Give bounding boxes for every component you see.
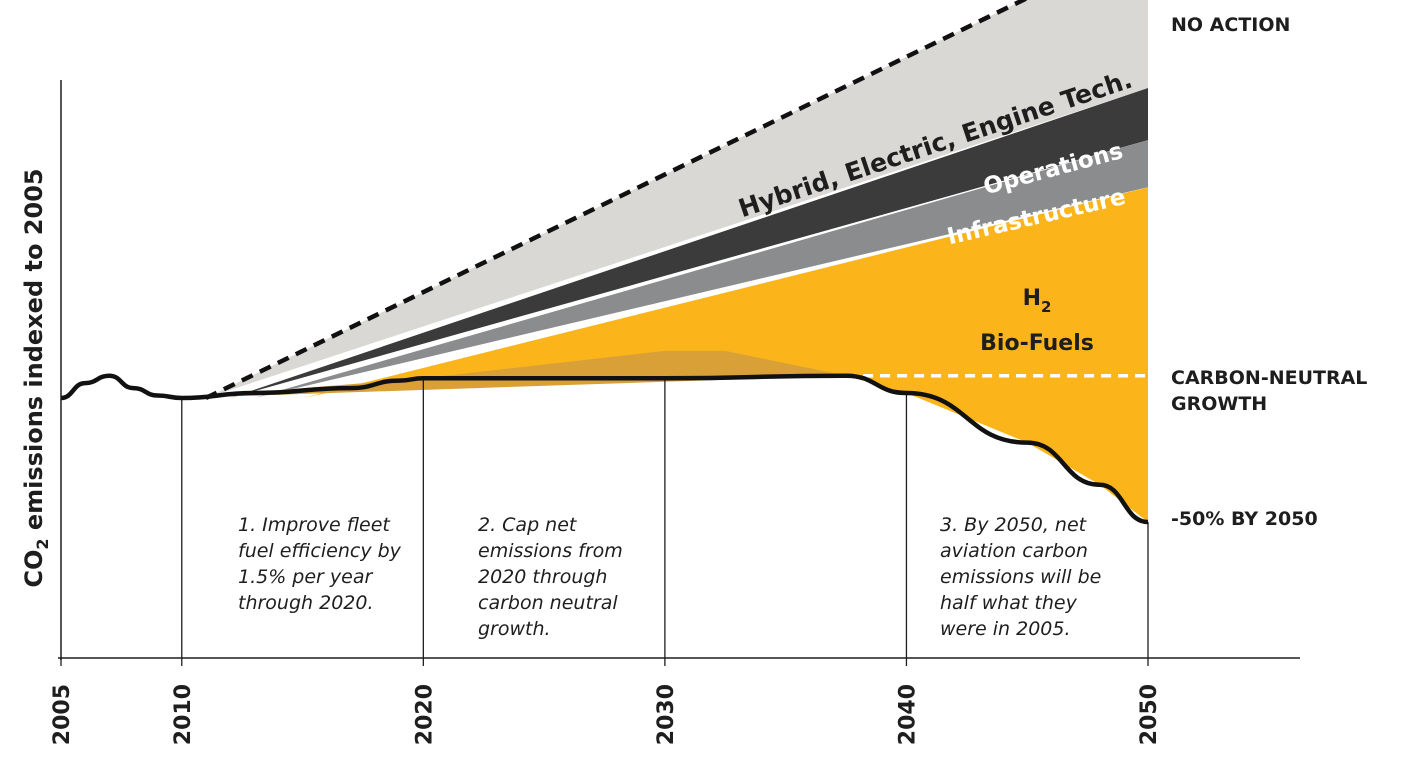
y-axis-label: CO2 emissions indexed to 2005: [20, 168, 52, 587]
annotations: 1. Improve fleet fuel efficiency by 1.5% p…: [238, 514, 1101, 640]
x-tick-label: 2030: [654, 684, 679, 745]
no-action-line: [204, 0, 1029, 401]
axes: [58, 80, 1300, 660]
x-tick-label: 2040: [895, 684, 920, 745]
annotation-2: 2. Cap net emissions from 2020 through carb…: [478, 514, 623, 640]
decade-markers: [181, 378, 1149, 658]
area-operations: [230, 88, 1149, 398]
wedge-areas: [205, 0, 1149, 522]
area-hybrid-electric-engine-tech-: [205, 0, 1148, 398]
label-carbon-neutral: CARBON-NEUTRAL: [1171, 367, 1367, 389]
emissions-line: [60, 373, 1149, 525]
label-no-action: NO ACTION: [1171, 14, 1290, 36]
x-tick-labels: 2005 2010 2020 2030 2040 2050: [50, 658, 1162, 745]
x-tick-label: 2010: [171, 684, 196, 745]
annotation-3: 3. By 2050, net aviation carbon emissions …: [940, 514, 1101, 640]
x-tick-label: 2050: [1137, 684, 1162, 745]
right-labels: NO ACTION CARBON-NEUTRAL GROWTH -50% BY 205…: [1171, 14, 1367, 530]
x-tick-label: 2005: [50, 684, 75, 745]
label-growth: GROWTH: [1171, 393, 1267, 415]
annotation-1: 1. Improve fleet fuel efficiency by 1.5% p…: [238, 514, 402, 614]
label-minus-50: -50% BY 2050: [1171, 508, 1318, 530]
area-infrastructure: [254, 140, 1148, 398]
x-tick-label: 2020: [412, 684, 437, 745]
label-bio-fuels: Bio-Fuels: [980, 331, 1094, 356]
